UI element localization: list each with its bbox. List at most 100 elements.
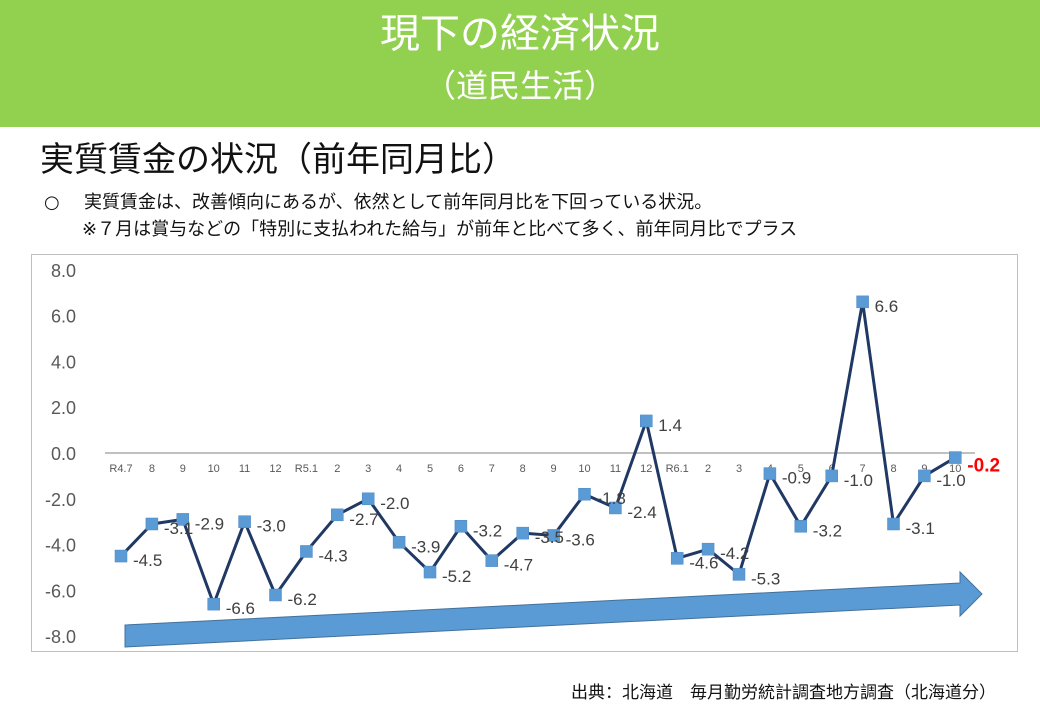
banner-title: 現下の経済状況: [380, 11, 660, 57]
data-point: [856, 295, 869, 309]
x-tick-label: 11: [239, 463, 250, 475]
data-point: [578, 487, 591, 501]
data-point: [176, 513, 190, 526]
data-point: [547, 529, 560, 542]
x-tick-label: 9: [180, 463, 186, 475]
x-tick-label: R5.1: [295, 463, 318, 475]
x-tick-label: 8: [520, 463, 526, 475]
data-label: -0.9: [782, 469, 811, 488]
data-point: [640, 414, 653, 428]
banner-subtitle: （道民生活）: [423, 67, 616, 105]
data-point: [145, 517, 159, 531]
data-point: [207, 597, 220, 611]
data-label: -1.8: [597, 489, 626, 508]
series-line: [119, 300, 957, 606]
x-tick-label: 10: [208, 463, 220, 475]
x-tick-label: 7: [860, 463, 866, 475]
data-point: [732, 568, 746, 581]
data-point: [392, 536, 406, 549]
data-point: [454, 520, 468, 533]
x-tick-label: 5: [427, 463, 433, 475]
data-label: -3.1: [164, 519, 193, 538]
x-tick-label: 3: [736, 463, 742, 475]
data-label: -6.2: [288, 590, 317, 609]
x-tick-label: 9: [921, 463, 927, 475]
data-point: [887, 517, 900, 531]
x-tick-label: R4.7: [109, 463, 132, 475]
page-title: 実質賃金の状況（前年同月比）: [40, 140, 516, 180]
data-label: -2.7: [349, 510, 378, 529]
y-tick-label: 8.0: [51, 261, 76, 281]
y-tick-label: -6.0: [45, 581, 76, 601]
y-tick-label: -8.0: [45, 627, 76, 647]
data-point: [763, 467, 777, 480]
data-point: [238, 515, 251, 528]
data-label: -5.2: [442, 567, 471, 586]
x-tick-label: 7: [489, 463, 495, 475]
data-label: -3.0: [257, 517, 286, 536]
data-point: [114, 549, 128, 563]
data-label: -4.3: [318, 546, 347, 565]
x-tick-label: 2: [334, 463, 340, 475]
data-point: [269, 588, 282, 602]
data-label: 6.6: [875, 297, 899, 316]
data-label: -2.4: [627, 503, 656, 522]
y-tick-label: -2.0: [45, 490, 76, 510]
x-tick-label: R6.1: [666, 463, 689, 475]
data-label: -4.2: [720, 544, 749, 563]
data-label: -4.7: [504, 556, 533, 575]
y-tick-label: 0.0: [51, 444, 76, 464]
x-tick-label: 6: [458, 463, 464, 475]
data-label: -2.9: [195, 514, 224, 533]
data-label: -6.6: [226, 599, 255, 618]
x-tick-label: 9: [551, 463, 557, 475]
data-point: [609, 501, 622, 515]
data-point: [918, 469, 931, 483]
y-tick-label: 2.0: [51, 398, 76, 418]
data-label: -5.3: [751, 569, 780, 588]
data-point: [331, 508, 344, 522]
data-point: [361, 492, 375, 506]
data-label: -3.5: [535, 528, 564, 547]
data-label: 1.4: [658, 416, 682, 435]
header-banner: 現下の経済状況 （道民生活）: [0, 0, 1040, 127]
bullet-text-1: 実質賃金は、改善傾向にあるが、依然として前年同月比を下回っている状況。: [84, 192, 713, 213]
x-tick-label: 12: [269, 463, 281, 475]
x-tick-label: 10: [949, 463, 961, 475]
bullet-line-1: ○ 実質賃金は、改善傾向にあるが、依然として前年同月比を下回っている状況。: [44, 191, 712, 215]
data-point: [670, 552, 684, 565]
data-point: [516, 526, 529, 540]
data-point: [794, 520, 808, 533]
data-label: -3.9: [411, 537, 440, 556]
x-tick-label: 5: [798, 463, 804, 475]
data-label: -1.0: [844, 471, 873, 490]
y-tick-label: 6.0: [51, 307, 76, 327]
x-tick-label: 10: [578, 463, 590, 475]
source-citation: 出典：北海道 毎月勤労統計調査地方調査（北海道分）: [571, 683, 996, 703]
trend-arrow-icon: [124, 570, 983, 648]
y-tick-label: -4.0: [45, 536, 76, 556]
data-label: -3.2: [813, 521, 842, 540]
data-point: [300, 545, 313, 558]
x-tick-label: 3: [365, 463, 371, 475]
data-label: -4.6: [689, 553, 718, 572]
data-label: -0.2: [967, 456, 1000, 477]
data-point: [701, 542, 715, 556]
data-label: -3.1: [906, 519, 935, 538]
data-label: -4.5: [133, 551, 162, 570]
x-tick-label: 4: [396, 463, 402, 475]
data-label: -3.6: [566, 530, 595, 549]
bullet-note: ※７月は賞与などの「特別に支払われた給与」が前年と比べて多く、前年同月比でプラス: [82, 219, 798, 240]
data-label: -2.0: [380, 494, 409, 513]
data-point: [825, 469, 838, 483]
x-tick-label: 11: [610, 463, 621, 475]
x-tick-label: 2: [705, 463, 711, 475]
x-tick-label: 12: [640, 463, 652, 475]
x-tick-label: 8: [149, 463, 155, 475]
data-point: [485, 554, 499, 567]
circle-bullet-icon: ○: [44, 192, 60, 213]
x-tick-label: 8: [890, 463, 896, 475]
data-label: -3.2: [473, 521, 502, 540]
data-label: -1.0: [936, 471, 965, 490]
